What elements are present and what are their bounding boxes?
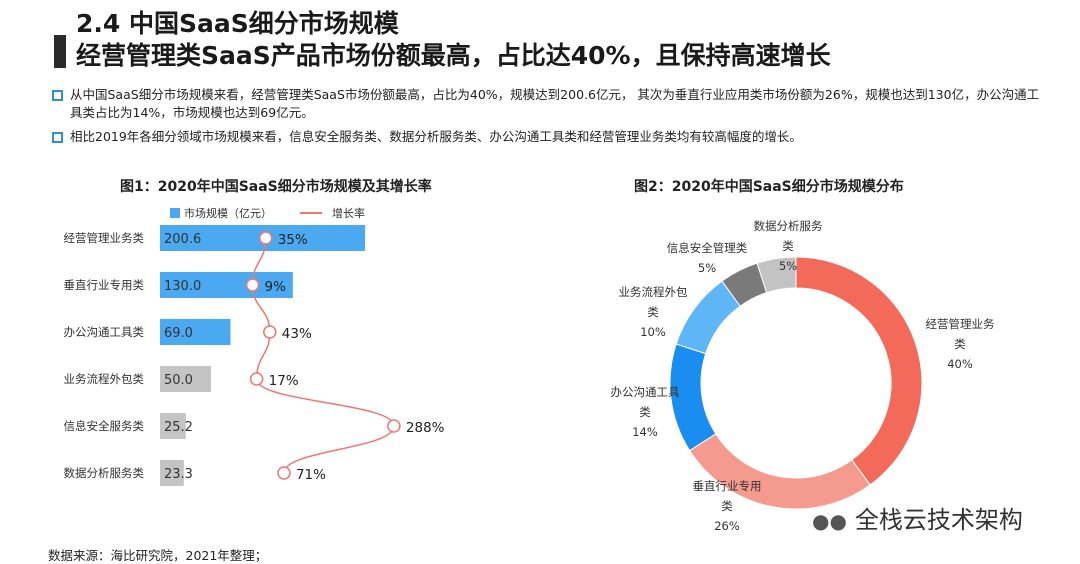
chart1-legend: 市场规模（亿元） 增长率 xyxy=(170,205,365,221)
category-label: 数据分析服务类 xyxy=(64,466,145,480)
bar-value-label: 69.0 xyxy=(164,326,193,341)
bar xyxy=(160,413,186,439)
bar-value-label: 200.6 xyxy=(164,232,201,247)
bar-value-label: 50.0 xyxy=(164,373,193,388)
chart2-title: 图2：2020年中国SaaS细分市场规模分布 xyxy=(634,179,904,195)
title-accent-bar xyxy=(54,35,66,68)
page-subtitle: 经营管理类SaaS产品市场份额最高，占比达40%，且保持高速增长 xyxy=(76,41,831,70)
growth-point xyxy=(245,278,260,292)
donut-slice xyxy=(756,256,797,294)
slice-name-label: 类 xyxy=(639,405,651,419)
brand-name: 全栈云技术架构 xyxy=(854,506,1023,534)
slice-name-label: 信息安全管理类 xyxy=(667,241,748,255)
slice-name-label: 类 xyxy=(647,305,659,319)
data-source-note: 数据来源：海比研究院，2021年整理； xyxy=(48,548,268,563)
slice-name-label: 业务流程外包 xyxy=(619,285,688,299)
growth-label: 71% xyxy=(296,467,326,483)
bar xyxy=(160,366,212,392)
slice-name-label: 办公沟通工具 xyxy=(611,385,680,399)
slice-name-label: 经营管理业务 xyxy=(926,317,995,331)
donut-slice xyxy=(688,433,871,510)
growth-label: 9% xyxy=(265,279,287,295)
slice-percent-label: 5% xyxy=(779,259,797,273)
slice-name-label: 类 xyxy=(954,337,966,351)
growth-point xyxy=(263,325,277,339)
category-label: 办公沟通工具类 xyxy=(64,325,145,339)
growth-label: 43% xyxy=(282,326,312,342)
slice-percent-label: 26% xyxy=(714,519,740,533)
growth-point xyxy=(258,231,273,245)
bullet-item: 从中国SaaS细分市场规模来看，经营管理类SaaS市场份额最高，占比为40%，规… xyxy=(48,86,1048,122)
legend-bar-swatch xyxy=(170,208,180,218)
chart2-donut-chart: 经营管理业务类40%垂直行业专用类26%办公沟通工具类14%业务流程外包类10%… xyxy=(611,219,995,533)
brand-watermark: ●● 全栈云技术架构 xyxy=(812,500,1023,535)
wechat-icon: ●● xyxy=(812,509,847,533)
slice-name-label: 类 xyxy=(721,499,733,513)
chart1-title: 图1：2020年中国SaaS细分市场规模及其增长率 xyxy=(120,179,432,195)
bullet-text: 相比2019年各细分领域市场规模来看，信息安全服务类、数据分析服务类、办公沟通工… xyxy=(70,129,802,144)
slice-percent-label: 14% xyxy=(632,425,658,439)
bar-value-label: 23.3 xyxy=(164,467,193,482)
bar xyxy=(160,460,184,486)
bullet-item: 相比2019年各细分领域市场规模来看，信息安全服务类、数据分析服务类、办公沟通工… xyxy=(48,128,1048,146)
slice-percent-label: 5% xyxy=(698,261,716,275)
page-title: 2.4 中国SaaS细分市场规模 xyxy=(76,9,399,38)
slice-name-label: 垂直行业专用 xyxy=(693,479,762,493)
legend-bar-label: 市场规模（亿元） xyxy=(184,207,272,220)
donut-slice xyxy=(795,256,923,486)
category-label: 业务流程外包类 xyxy=(64,372,145,386)
bullet-text: 从中国SaaS细分市场规模来看，经营管理类SaaS市场份额最高，占比为40%，规… xyxy=(70,87,1040,120)
category-label: 垂直行业专用类 xyxy=(64,278,145,292)
category-label: 经营管理业务类 xyxy=(64,231,145,245)
slice-percent-label: 40% xyxy=(947,357,973,371)
bar xyxy=(160,272,293,298)
legend-line-swatch xyxy=(300,212,322,214)
legend-line-label: 增长率 xyxy=(332,207,365,220)
growth-point xyxy=(277,466,291,480)
growth-label: 288% xyxy=(406,420,445,436)
growth-label: 17% xyxy=(269,373,299,389)
chart1-bar-line-chart: 经营管理业务类 200.6 垂直行业专用类 130.0 办公沟通工具类 69.0 业务流程外… xyxy=(64,225,445,486)
growth-point xyxy=(387,419,401,433)
square-bullet-icon xyxy=(52,132,63,143)
growth-point xyxy=(249,372,264,386)
square-bullet-icon xyxy=(52,90,63,101)
category-label: 信息安全服务类 xyxy=(64,419,145,433)
slice-name-label: 数据分析服务 xyxy=(754,219,823,233)
growth-label: 35% xyxy=(278,232,308,248)
bar-value-label: 25.2 xyxy=(164,420,193,435)
bullet-list: 从中国SaaS细分市场规模来看，经营管理类SaaS市场份额最高，占比为40%，规… xyxy=(48,86,1048,152)
bar xyxy=(160,319,231,345)
bar-value-label: 130.0 xyxy=(164,279,201,294)
slice-percent-label: 10% xyxy=(640,325,666,339)
slice-name-label: 类 xyxy=(782,239,794,253)
